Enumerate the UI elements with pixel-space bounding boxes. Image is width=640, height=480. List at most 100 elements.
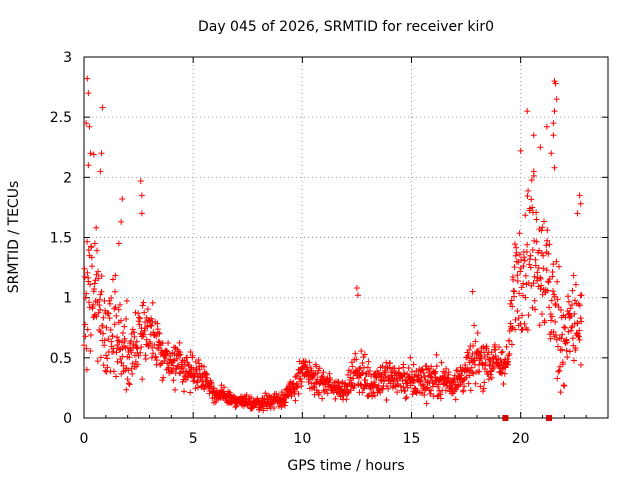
data-point: [520, 280, 527, 287]
data-point: [156, 339, 163, 346]
data-point: [557, 363, 564, 370]
data-point: [533, 238, 540, 245]
data-point: [81, 273, 88, 280]
data-point: [97, 168, 104, 175]
data-point: [85, 90, 92, 97]
data-point: [90, 314, 97, 321]
data-point: [437, 395, 444, 402]
data-point: [427, 390, 434, 397]
data-point: [557, 389, 564, 396]
data-point: [311, 383, 318, 390]
data-point: [551, 108, 558, 115]
data-point: [530, 280, 537, 287]
data-point: [147, 338, 154, 345]
data-point: [465, 380, 472, 387]
data-point: [559, 361, 566, 368]
data-point: [137, 177, 144, 184]
data-point: [89, 263, 96, 270]
data-point: [359, 370, 366, 377]
data-point: [572, 281, 579, 288]
data-point: [104, 355, 111, 362]
data-point: [550, 328, 557, 335]
data-point: [149, 299, 156, 306]
data-point: [379, 386, 386, 393]
data-point: [559, 346, 566, 353]
data-point: [565, 328, 572, 335]
data-point: [107, 300, 114, 307]
data-point: [110, 368, 117, 375]
data-point: [314, 376, 321, 383]
x-axis-label: GPS time / hours: [287, 458, 404, 474]
data-point: [552, 332, 559, 339]
data-point: [203, 370, 210, 377]
data-point: [88, 254, 95, 261]
data-point: [221, 384, 228, 391]
data-point: [517, 268, 524, 275]
data-point: [423, 400, 430, 407]
data-point: [394, 389, 401, 396]
data-point: [516, 230, 523, 237]
data-point: [513, 258, 520, 265]
data-point: [159, 340, 166, 347]
data-point: [409, 368, 416, 375]
data-point: [399, 377, 406, 384]
data-point: [169, 368, 176, 375]
data-point: [492, 346, 499, 353]
data-point: [521, 320, 528, 327]
data-point: [442, 387, 449, 394]
data-point: [350, 375, 357, 382]
data-point: [550, 132, 557, 139]
data-point: [471, 322, 478, 329]
data-point: [453, 367, 460, 374]
data-point: [576, 336, 583, 343]
data-point: [343, 396, 350, 403]
data-point: [466, 372, 473, 379]
data-point: [116, 301, 123, 308]
data-point: [433, 351, 440, 358]
data-point: [177, 351, 184, 358]
data-point: [83, 366, 90, 373]
data-point: [547, 317, 554, 324]
data-point: [176, 352, 183, 359]
data-point: [523, 248, 530, 255]
data-point: [243, 392, 250, 399]
data-point: [131, 333, 138, 340]
data-point: [534, 269, 541, 276]
data-point: [470, 342, 477, 349]
data-point: [103, 324, 110, 331]
data-point: [567, 305, 574, 312]
data-point: [297, 376, 304, 383]
data-point: [129, 370, 136, 377]
data-point: [100, 362, 107, 369]
axis-ticks: 0 5 10 15 20 0 0.5 1 1.5 2 2.5 3: [50, 50, 608, 447]
data-point: [576, 302, 583, 309]
data-point: [564, 293, 571, 300]
data-point: [193, 379, 200, 386]
data-point: [402, 387, 409, 394]
data-point: [562, 340, 569, 347]
data-point: [438, 359, 445, 366]
data-point: [155, 329, 162, 336]
data-point: [556, 367, 563, 374]
data-point: [361, 351, 368, 358]
data-point: [83, 120, 90, 127]
data-point: [516, 251, 523, 258]
data-point: [112, 272, 119, 279]
data-point: [514, 272, 521, 279]
data-point: [125, 380, 132, 387]
data-point: [154, 320, 161, 327]
data-point: [548, 150, 555, 157]
data-point: [576, 327, 583, 334]
data-point: [513, 249, 520, 256]
data-point: [87, 331, 94, 338]
data-point: [530, 132, 537, 139]
data-point: [469, 351, 476, 358]
data-point: [539, 224, 546, 231]
data-point: [120, 362, 127, 369]
data-point: [512, 326, 519, 333]
data-point: [549, 268, 556, 275]
data-point: [556, 263, 563, 270]
data-point: [365, 358, 372, 365]
data-point: [96, 302, 103, 309]
